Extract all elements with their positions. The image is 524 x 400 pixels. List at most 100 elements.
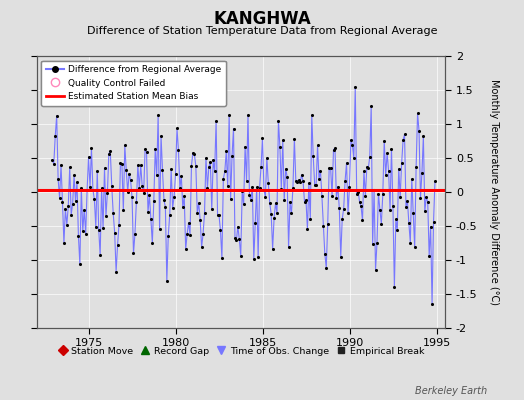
Point	[217, 255, 226, 261]
Point	[86, 184, 94, 191]
Point	[151, 146, 159, 152]
Point	[228, 152, 236, 159]
Point	[73, 179, 81, 185]
Point	[258, 134, 267, 141]
Point	[373, 240, 381, 246]
Point	[211, 168, 219, 174]
Point	[64, 203, 72, 209]
Point	[408, 176, 416, 182]
Point	[179, 204, 187, 210]
Point	[277, 186, 286, 192]
Point	[342, 160, 351, 166]
Point	[323, 221, 332, 228]
Point	[190, 151, 199, 158]
Point	[112, 268, 121, 275]
Point	[94, 226, 103, 233]
Point	[412, 164, 420, 170]
Point	[400, 131, 409, 138]
Point	[393, 227, 401, 234]
Point	[161, 204, 170, 210]
Point	[74, 233, 83, 239]
Legend: Station Move, Record Gap, Time of Obs. Change, Empirical Break: Station Move, Record Gap, Time of Obs. C…	[55, 344, 427, 358]
Point	[336, 253, 345, 260]
Point	[77, 184, 85, 191]
Point	[113, 242, 122, 248]
Point	[75, 261, 84, 268]
Point	[296, 179, 304, 186]
Point	[115, 222, 123, 228]
Point	[257, 164, 265, 170]
Point	[89, 186, 97, 193]
Point	[192, 163, 200, 169]
Point	[100, 165, 108, 171]
Point	[374, 190, 383, 197]
Point	[184, 220, 193, 226]
Point	[208, 206, 216, 213]
Point	[137, 162, 145, 168]
Point	[372, 267, 380, 273]
Point	[244, 112, 252, 118]
Point	[93, 168, 102, 174]
Point	[364, 165, 373, 172]
Point	[97, 185, 106, 191]
Point	[251, 220, 259, 226]
Point	[170, 194, 178, 200]
Point	[308, 112, 316, 118]
Point	[255, 184, 264, 191]
Point	[274, 118, 282, 124]
Point	[298, 172, 306, 178]
Point	[213, 212, 222, 219]
Point	[236, 252, 245, 259]
Point	[173, 125, 181, 132]
Point	[293, 178, 301, 185]
Point	[303, 226, 312, 232]
Point	[84, 154, 93, 160]
Point	[186, 232, 194, 238]
Point	[431, 178, 439, 184]
Point	[69, 201, 77, 207]
Point	[345, 184, 354, 190]
Point	[285, 244, 293, 250]
Point	[241, 143, 249, 150]
Point	[261, 194, 269, 200]
Point	[410, 244, 419, 251]
Point	[206, 159, 214, 165]
Text: KANGHWA: KANGHWA	[213, 10, 311, 28]
Point	[70, 172, 78, 178]
Point	[144, 209, 152, 215]
Point	[396, 194, 405, 200]
Point	[268, 246, 277, 252]
Point	[334, 184, 342, 190]
Point	[299, 178, 307, 184]
Point	[128, 194, 136, 200]
Point	[381, 172, 390, 179]
Point	[125, 170, 133, 177]
Point	[231, 235, 239, 242]
Point	[154, 112, 162, 118]
Point	[83, 186, 91, 193]
Point	[390, 284, 399, 290]
Point	[399, 137, 407, 143]
Point	[81, 230, 90, 237]
Point	[316, 168, 325, 174]
Point	[196, 216, 204, 223]
Point	[348, 141, 356, 148]
Text: Difference of Station Temperature Data from Regional Average: Difference of Station Temperature Data f…	[87, 26, 437, 36]
Point	[306, 216, 314, 222]
Point	[157, 132, 165, 139]
Point	[60, 240, 68, 246]
Point	[124, 189, 132, 195]
Point	[50, 161, 58, 167]
Point	[189, 150, 197, 156]
Point	[379, 191, 387, 198]
Point	[58, 199, 67, 205]
Point	[166, 212, 174, 218]
Point	[319, 223, 328, 229]
Point	[253, 184, 261, 191]
Point	[221, 168, 229, 175]
Point	[67, 212, 75, 218]
Point	[427, 223, 435, 230]
Point	[107, 183, 116, 190]
Point	[428, 301, 436, 307]
Point	[200, 210, 209, 216]
